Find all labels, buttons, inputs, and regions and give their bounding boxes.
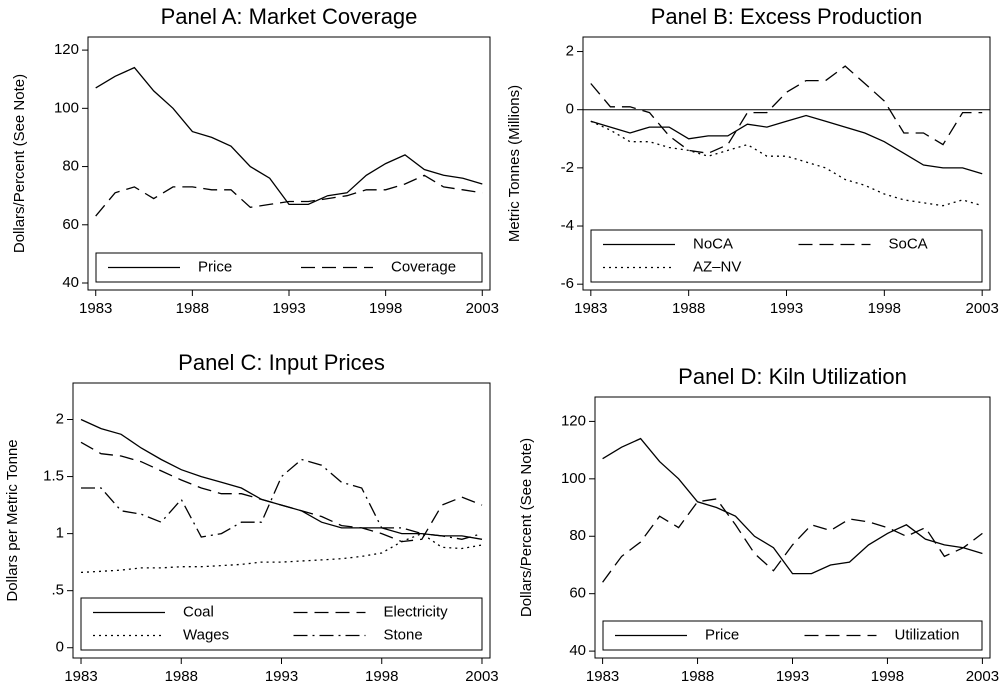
y-tick-label: 100 bbox=[561, 470, 586, 487]
x-tick-label: 1993 bbox=[272, 300, 305, 317]
line-series bbox=[602, 498, 983, 583]
line-series bbox=[80, 441, 483, 543]
legend-box bbox=[590, 229, 983, 283]
plot-frame bbox=[594, 396, 991, 659]
y-tick-label: 80 bbox=[62, 158, 79, 175]
y-tick-label: 1.5 bbox=[43, 468, 64, 485]
x-tick-label: 1983 bbox=[574, 300, 607, 317]
y-tick-label: 0 bbox=[56, 639, 64, 656]
legend-label: Price bbox=[705, 626, 739, 643]
x-tick-label: 2003 bbox=[965, 300, 998, 317]
y-tick-label: 80 bbox=[569, 527, 586, 544]
y-tick-label: -2 bbox=[561, 159, 574, 176]
x-tick-label: 1998 bbox=[871, 668, 904, 685]
panel-title: Panel B: Excess Production bbox=[651, 4, 922, 29]
y-tick-label: 120 bbox=[561, 412, 586, 429]
line-series bbox=[95, 66, 483, 206]
x-tick-label: 1998 bbox=[868, 300, 901, 317]
y-tick-label: 100 bbox=[54, 99, 79, 116]
legend-label: Utilization bbox=[895, 626, 960, 643]
x-tick-label: 1988 bbox=[165, 668, 198, 685]
line-series bbox=[590, 65, 983, 154]
y-axis-label: Dollars/Percent (See Note) bbox=[11, 74, 28, 253]
y-tick-label: 40 bbox=[569, 642, 586, 659]
y-tick-label: 1 bbox=[56, 525, 64, 542]
line-series bbox=[590, 114, 983, 175]
line-series bbox=[81, 458, 483, 540]
x-tick-label: 1998 bbox=[365, 668, 398, 685]
x-tick-label: 1983 bbox=[64, 668, 97, 685]
legend-label: Coal bbox=[183, 603, 214, 620]
x-tick-label: 1998 bbox=[369, 300, 402, 317]
x-tick-label: 2003 bbox=[966, 668, 999, 685]
panel-title: Panel A: Market Coverage bbox=[161, 4, 418, 29]
y-axis-label: Dollars/Percent (See Note) bbox=[518, 438, 535, 617]
x-tick-label: 2003 bbox=[466, 300, 499, 317]
y-tick-label: -4 bbox=[561, 217, 574, 234]
y-tick-label: 2 bbox=[566, 43, 574, 60]
legend-box bbox=[80, 597, 483, 651]
legend-box bbox=[95, 252, 483, 283]
panel-title: Panel C: Input Prices bbox=[178, 350, 385, 375]
line-series bbox=[95, 174, 483, 217]
x-tick-label: 1993 bbox=[265, 668, 298, 685]
legend-label: Electricity bbox=[384, 603, 449, 620]
y-tick-label: -6 bbox=[561, 275, 574, 292]
y-axis-label: Dollars per Metric Tonne bbox=[4, 439, 21, 601]
line-series bbox=[80, 418, 483, 540]
line-series bbox=[80, 532, 483, 574]
line-series bbox=[590, 120, 983, 207]
y-tick-label: 60 bbox=[62, 216, 79, 233]
y-tick-label: 60 bbox=[569, 585, 586, 602]
legend-label: Stone bbox=[384, 626, 423, 643]
x-tick-label: 2003 bbox=[465, 668, 498, 685]
line-series bbox=[602, 437, 983, 575]
x-tick-label: 1988 bbox=[672, 300, 705, 317]
y-tick-label: 40 bbox=[62, 274, 79, 291]
x-tick-label: 1983 bbox=[586, 668, 619, 685]
legend-label: Price bbox=[198, 258, 232, 275]
legend-label: Wages bbox=[183, 626, 229, 643]
legend-label: AZ–NV bbox=[693, 258, 741, 275]
y-tick-label: 2 bbox=[56, 410, 64, 427]
legend-label: NoCA bbox=[693, 235, 733, 252]
panel-title: Panel D: Kiln Utilization bbox=[678, 364, 907, 389]
y-axis-label: Metric Tonnes (Millions) bbox=[506, 85, 523, 242]
x-tick-label: 1993 bbox=[776, 668, 809, 685]
legend-label: SoCA bbox=[889, 235, 928, 252]
y-tick-label: 0 bbox=[566, 101, 574, 118]
x-tick-label: 1988 bbox=[681, 668, 714, 685]
x-tick-label: 1988 bbox=[176, 300, 209, 317]
y-tick-label: 120 bbox=[54, 41, 79, 58]
plot-frame bbox=[87, 36, 491, 291]
y-tick-label: .5 bbox=[51, 582, 64, 599]
x-tick-label: 1983 bbox=[79, 300, 112, 317]
legend-label: Coverage bbox=[391, 258, 456, 275]
x-tick-label: 1993 bbox=[770, 300, 803, 317]
